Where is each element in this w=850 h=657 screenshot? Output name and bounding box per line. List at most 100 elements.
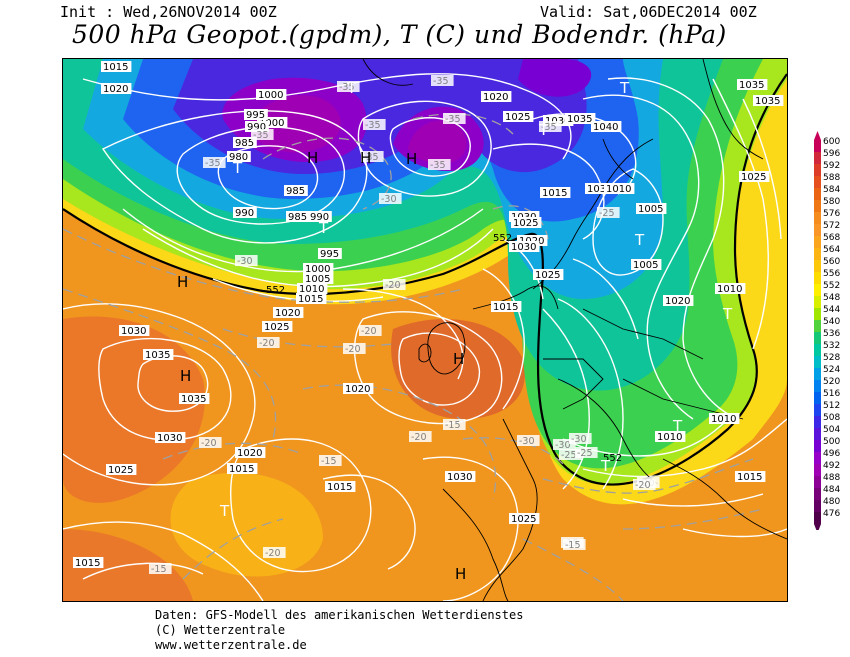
- isotherm-label-bg: [343, 343, 366, 354]
- isobar-label-bg: [73, 557, 104, 568]
- color-scale-label: 540: [823, 317, 840, 327]
- isobar-label-bg: [155, 432, 186, 443]
- isobar-label-bg: [101, 83, 132, 94]
- isotherm-label-bg: [559, 449, 582, 460]
- high-pressure-marker: H: [180, 367, 191, 385]
- color-scale-label: 564: [823, 245, 840, 255]
- isobar-label-bg: [509, 211, 540, 222]
- isotherm-label: -20: [201, 438, 217, 449]
- color-scale-swatch: [814, 512, 821, 524]
- color-scale-swatch: [814, 272, 821, 284]
- isobar-label-bg: [286, 211, 310, 222]
- isotherm-label-bg: [257, 337, 280, 348]
- isotherm-label-bg: [379, 193, 402, 204]
- isobar-label-bg: [737, 79, 768, 90]
- isobar-label: 1000: [258, 90, 283, 101]
- isobar-label-bg: [503, 111, 534, 122]
- valid-time: Valid: Sat,06DEC2014 00Z: [540, 3, 757, 21]
- color-scale-swatch: [814, 344, 821, 356]
- footer-data-source: Daten: GFS-Modell des amerikanischen Wet…: [155, 608, 524, 622]
- isobar-label-bg: [591, 121, 622, 132]
- color-scale-swatch: [814, 284, 821, 296]
- isotherm-label: -15: [321, 456, 337, 467]
- isobar-label: 990: [247, 122, 266, 133]
- color-scale-swatch: [814, 212, 821, 224]
- isobar-label-bg: [143, 349, 174, 360]
- color-scale-swatch: [814, 440, 821, 452]
- isobar-label: 1000: [305, 264, 330, 275]
- isotherm-label: -30: [519, 436, 535, 447]
- color-scale-label: 480: [823, 497, 840, 507]
- color-scale-label: 576: [823, 209, 840, 219]
- color-scale-swatch: [814, 188, 821, 200]
- color-scale-label: 588: [823, 173, 840, 183]
- isobar-label: 1015: [737, 472, 762, 483]
- isobar-label-bg: [739, 171, 770, 182]
- high-pressure-marker: H: [177, 273, 188, 291]
- isotherm-label: -20: [411, 432, 427, 443]
- color-scale-label: 524: [823, 365, 840, 375]
- isotherm-label-bg: [149, 563, 172, 574]
- high-pressure-marker: H: [453, 350, 464, 368]
- isobar-label-bg: [585, 183, 616, 194]
- isobar-label: 1005: [633, 260, 658, 271]
- init-time: Init : Wed,26NOV2014 00Z: [60, 3, 277, 21]
- isotherm-label: -35: [365, 120, 381, 131]
- high-pressure-marker: H: [406, 150, 417, 168]
- isobar-label: 1035: [587, 184, 612, 195]
- isobar-label-bg: [227, 151, 251, 162]
- isobar-label: 995: [320, 249, 339, 260]
- isotherm-label-bg: [443, 113, 466, 124]
- color-scale-swatch: [814, 248, 821, 260]
- isobar-label-bg: [753, 95, 784, 106]
- color-scale-swatch: [814, 416, 821, 428]
- isotherm-label: -25: [577, 448, 593, 459]
- isotherm-label: -20: [345, 344, 361, 355]
- color-scale-label: 496: [823, 449, 840, 459]
- color-scale-swatch: [814, 404, 821, 416]
- isobar-label-bg: [509, 241, 540, 252]
- color-scale-swatch: [814, 488, 821, 500]
- color-scale-label: 488: [823, 473, 840, 483]
- isobar-label-bg: [715, 283, 746, 294]
- isobar-label-bg: [284, 185, 308, 196]
- isobar-label: 1015: [493, 302, 518, 313]
- isotherm-label-bg: [569, 433, 592, 444]
- isobar-label-bg: [273, 307, 304, 318]
- isobar-label-bg: [631, 259, 662, 270]
- isotherm-label: -30: [237, 256, 253, 267]
- isobar-label-bg: [318, 248, 342, 259]
- isobar-label: 1010: [606, 184, 631, 195]
- isobar-label: 1030: [121, 326, 146, 337]
- isobar-label-bg: [540, 187, 571, 198]
- isobar-label: 1020: [483, 92, 508, 103]
- isotherm-label-bg: [409, 431, 432, 442]
- color-scale-label: 600: [823, 137, 840, 147]
- isobar-label-bg: [517, 235, 548, 246]
- isobar-label-bg: [543, 115, 574, 126]
- isobar-label: 1015: [103, 62, 128, 73]
- isobar-label: 1030: [447, 472, 472, 483]
- isotherm-label-bg: [363, 119, 386, 130]
- isotherm-label: -35: [433, 76, 449, 87]
- isobar-label-bg: [709, 413, 740, 424]
- isobar-label-bg: [233, 137, 257, 148]
- isobar-label: 990: [235, 208, 254, 219]
- color-scale-swatch: [814, 320, 821, 332]
- isotherm-label: -35: [253, 130, 269, 141]
- isotherm-label: -15: [565, 540, 581, 551]
- isobar-label: 1015: [229, 464, 254, 475]
- isotherm-label-bg: [263, 547, 286, 558]
- color-scale-label: 572: [823, 221, 840, 231]
- isobar-label-bg: [296, 293, 327, 304]
- isotherm-label-bg: [235, 255, 258, 266]
- color-scale-swatch: [814, 200, 821, 212]
- isobar-label-bg: [233, 207, 257, 218]
- isobar-label: 1005: [638, 204, 663, 215]
- footer-url[interactable]: www.wetterzentrale.de: [155, 638, 307, 652]
- isotherm-label-bg: [443, 419, 466, 430]
- color-scale-swatch: [814, 164, 821, 176]
- color-scale-label: 504: [823, 425, 840, 435]
- weather-map: 1015 1020 1000 1000 995 990 985 980 985 990 985 990…: [62, 58, 788, 602]
